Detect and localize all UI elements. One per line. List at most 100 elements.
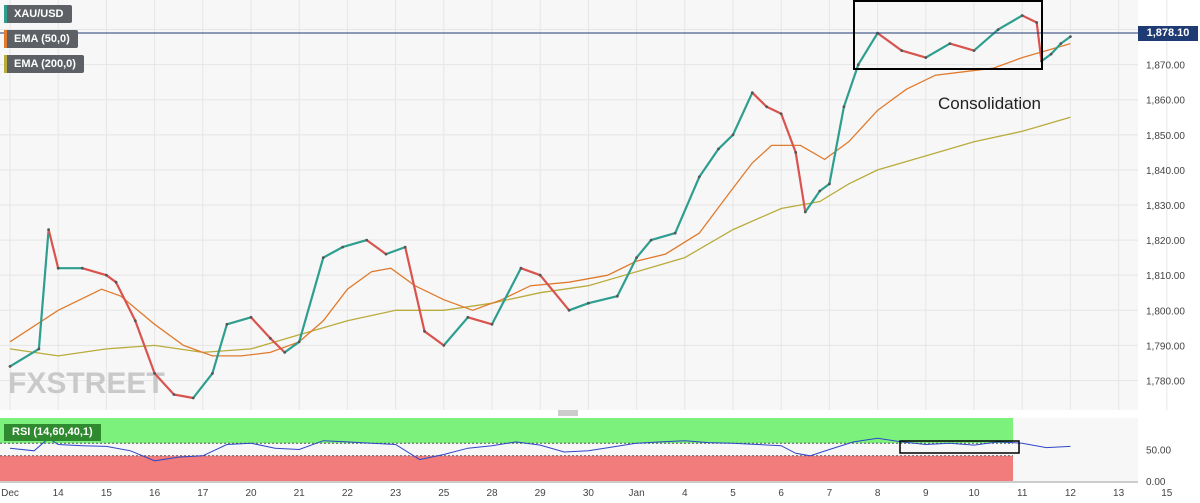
consolidation-box — [853, 0, 1043, 70]
x-tick-label-2: 15 — [101, 488, 113, 499]
price-point-45 — [856, 63, 860, 66]
legend-rsi[interactable]: RSI (14,60,40,1) — [4, 424, 101, 441]
x-tick-label-17: 7 — [827, 488, 833, 499]
rsi-tick-label-1: 50.00 — [1146, 446, 1171, 457]
rsi-consolidation-box — [899, 440, 1020, 454]
price-point-1 — [37, 347, 41, 351]
rsi-oversold-zone — [0, 455, 1013, 481]
price-point-33 — [673, 231, 677, 235]
price-segment-52 — [997, 14, 1023, 31]
price-segment-35 — [698, 148, 720, 178]
price-segment-28 — [539, 274, 570, 311]
rsi-overbought-zone — [0, 418, 1013, 444]
price-segment-7 — [115, 281, 137, 322]
y-tick-label-5: 1,830.00 — [1146, 201, 1185, 212]
y-tick-label-8: 1,860.00 — [1146, 96, 1185, 107]
current-price-tag: 1,878.10 — [1138, 26, 1198, 41]
price-point-17 — [321, 256, 325, 259]
price-point-8 — [153, 372, 157, 375]
x-tick-label-5: 20 — [245, 488, 257, 499]
price-segment-33 — [650, 232, 676, 242]
y-axis: 1,780.00 1,790.00 1,800.00 1,810.00 1,820.00… — [1146, 26, 1185, 388]
price-segment-46 — [857, 32, 879, 66]
x-tick-label-24: 15 — [1161, 488, 1173, 499]
price-segment-41 — [794, 152, 807, 213]
price-point-2 — [47, 228, 50, 232]
price-point-18 — [341, 245, 344, 249]
price-segment-2 — [37, 229, 50, 349]
price-segment-3 — [47, 229, 60, 269]
price-segment-57 — [1060, 35, 1072, 45]
price-segment-18 — [322, 246, 344, 259]
price-segment-48 — [901, 49, 927, 59]
x-tick-label-13: Jan — [629, 488, 645, 499]
price-point-12 — [225, 322, 229, 326]
price-point-41 — [803, 210, 807, 214]
x-tick-label-21: 11 — [1017, 488, 1028, 499]
price-segment-42 — [804, 190, 821, 213]
x-tick-label-9: 25 — [438, 488, 450, 499]
x-tick-label-8: 23 — [390, 488, 402, 499]
price-segment-9 — [153, 372, 175, 396]
price-point-50 — [972, 49, 976, 52]
price-point-25 — [490, 322, 494, 326]
price-point-14 — [268, 336, 272, 340]
price-point-35 — [717, 147, 720, 151]
price-segment-8 — [134, 320, 156, 374]
price-point-43 — [828, 182, 831, 186]
y-tick-label-4: 1,820.00 — [1146, 236, 1185, 247]
pane-divider[interactable] — [558, 410, 578, 416]
watermark: FXSTREET — [8, 367, 165, 400]
price-point-15 — [283, 351, 287, 354]
price-segment-17 — [298, 257, 325, 343]
price-segment-23 — [423, 330, 445, 347]
legend-rsi-label: RSI (14,60,40,1) — [12, 426, 93, 438]
price-segment-30 — [588, 295, 618, 305]
legend-ema50[interactable]: EMA (50,0) — [4, 30, 78, 48]
legend-ema200[interactable]: EMA (200,0) — [4, 55, 84, 73]
price-point-31 — [635, 256, 638, 259]
price-segment-19 — [342, 239, 368, 249]
price-point-21 — [403, 245, 407, 249]
x-tick-label-3: 16 — [149, 488, 161, 499]
price-segment-12 — [211, 323, 228, 374]
price-point-3 — [56, 266, 60, 270]
price-segment-50 — [949, 42, 975, 52]
ema200-line — [9, 116, 1071, 357]
legend-xauusd[interactable]: XAU/USD — [4, 5, 72, 23]
price-segment-39 — [766, 105, 782, 115]
price-point-19 — [365, 238, 369, 242]
price-point-26 — [519, 266, 523, 270]
price-segment-44 — [828, 106, 845, 185]
legend-xauusd-label: XAU/USD — [14, 8, 64, 20]
x-tick-label-15: 5 — [730, 488, 736, 499]
price-segment-32 — [635, 239, 652, 259]
price-point-24 — [466, 315, 470, 319]
price-segment-11 — [192, 372, 214, 399]
price-segment-24 — [442, 316, 469, 347]
price-segment-31 — [616, 257, 638, 297]
price-segment-26 — [491, 267, 522, 325]
price-point-29 — [587, 301, 590, 305]
price-point-13 — [249, 315, 253, 319]
x-tick-label-22: 12 — [1065, 488, 1077, 499]
price-point-9 — [172, 393, 176, 396]
x-axis: Dec 14 15 16 17 20 21 22 23 25 28 29 30 Jan 4 5 6 7 8 9 10 11… — [1, 488, 1173, 499]
legend-ema50-label: EMA (50,0) — [14, 33, 70, 45]
x-tick-label-12: 30 — [583, 488, 595, 499]
price-segment-10 — [173, 393, 194, 400]
x-tick-label-6: 21 — [294, 488, 306, 499]
price-point-7 — [133, 319, 137, 323]
price-point-6 — [114, 280, 118, 284]
x-tick-label-19: 9 — [923, 488, 929, 499]
price-point-0 — [8, 365, 12, 368]
x-tick-label-0: Dec — [1, 488, 19, 499]
y-tick-label-2: 1,800.00 — [1146, 306, 1185, 317]
price-point-22 — [423, 329, 426, 333]
x-tick-label-1: 14 — [53, 488, 65, 499]
x-tick-label-7: 22 — [342, 488, 354, 499]
price-point-44 — [842, 105, 846, 109]
y-tick-label-7: 1,850.00 — [1146, 131, 1185, 142]
price-segment-45 — [842, 64, 860, 108]
legend-xauusd-swatch — [4, 5, 7, 23]
